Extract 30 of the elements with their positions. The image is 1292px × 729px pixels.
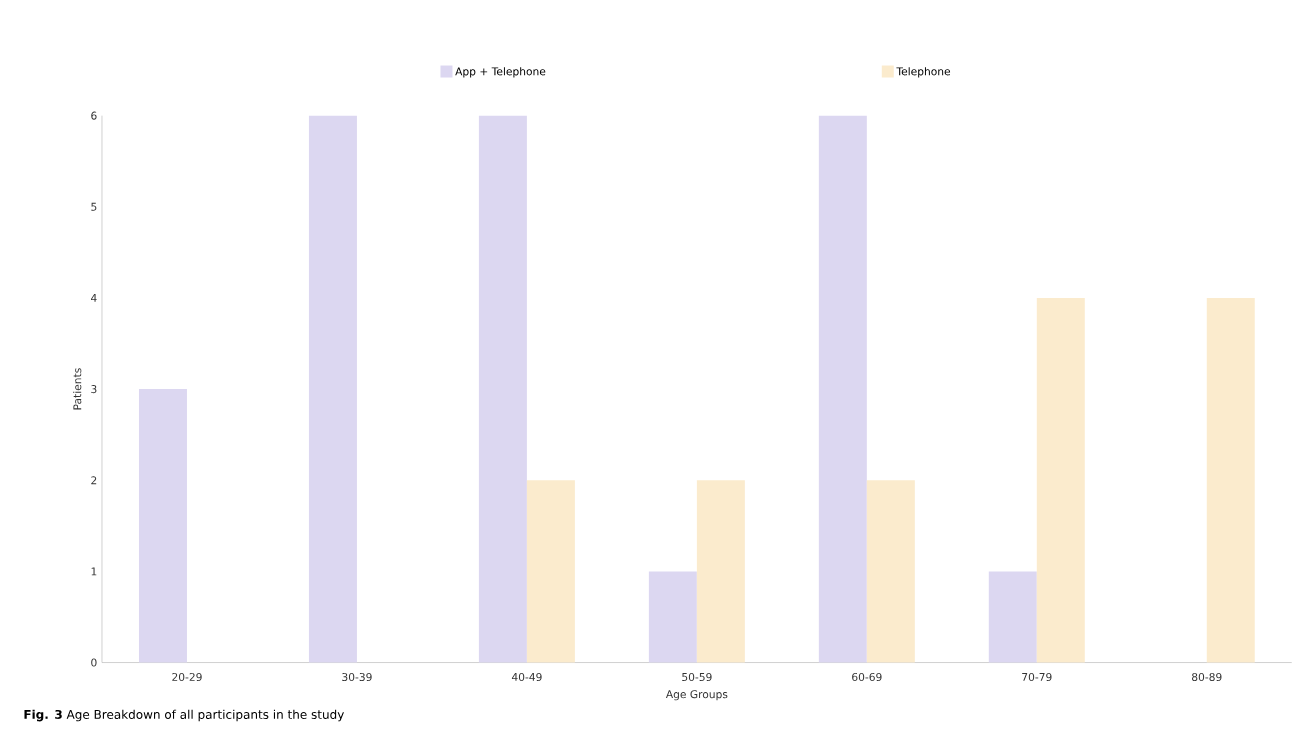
x-tick-label: 20-29 bbox=[172, 673, 202, 682]
y-tick-label: 3 bbox=[91, 385, 97, 394]
bar bbox=[526, 480, 575, 663]
legend-label: App + Telephone bbox=[455, 67, 546, 78]
legend-label: Telephone bbox=[896, 67, 951, 78]
x-tick-label: 70-79 bbox=[1022, 673, 1052, 682]
x-tick-label: 30-39 bbox=[342, 673, 372, 682]
bar bbox=[696, 480, 745, 663]
bar bbox=[988, 571, 1037, 663]
y-axis-title: Patients bbox=[73, 368, 82, 410]
y-tick-label: 4 bbox=[91, 294, 97, 302]
y-tick-label: 0 bbox=[91, 658, 97, 667]
x-axis-title: Age Groups bbox=[665, 690, 728, 701]
x-tick-label: 80-89 bbox=[1192, 673, 1222, 682]
y-tick-label: 1 bbox=[91, 567, 97, 576]
bar bbox=[866, 480, 915, 663]
bar bbox=[1036, 298, 1085, 663]
y-tick-label: 6 bbox=[91, 111, 97, 120]
bar bbox=[478, 115, 527, 663]
bar bbox=[818, 115, 867, 663]
bar bbox=[1206, 298, 1255, 663]
y-tick-label: 2 bbox=[91, 476, 97, 485]
bar bbox=[138, 389, 187, 663]
x-tick-label: 40-49 bbox=[511, 673, 542, 682]
text: Fig. 3 Age Breakdown of all participants in the study bbox=[24, 709, 344, 722]
bar bbox=[648, 571, 697, 663]
x-tick-label: 50-59 bbox=[682, 673, 712, 682]
bar bbox=[308, 115, 357, 663]
y-tick-label: 5 bbox=[91, 202, 97, 211]
x-tick-label: 60-69 bbox=[852, 673, 882, 682]
